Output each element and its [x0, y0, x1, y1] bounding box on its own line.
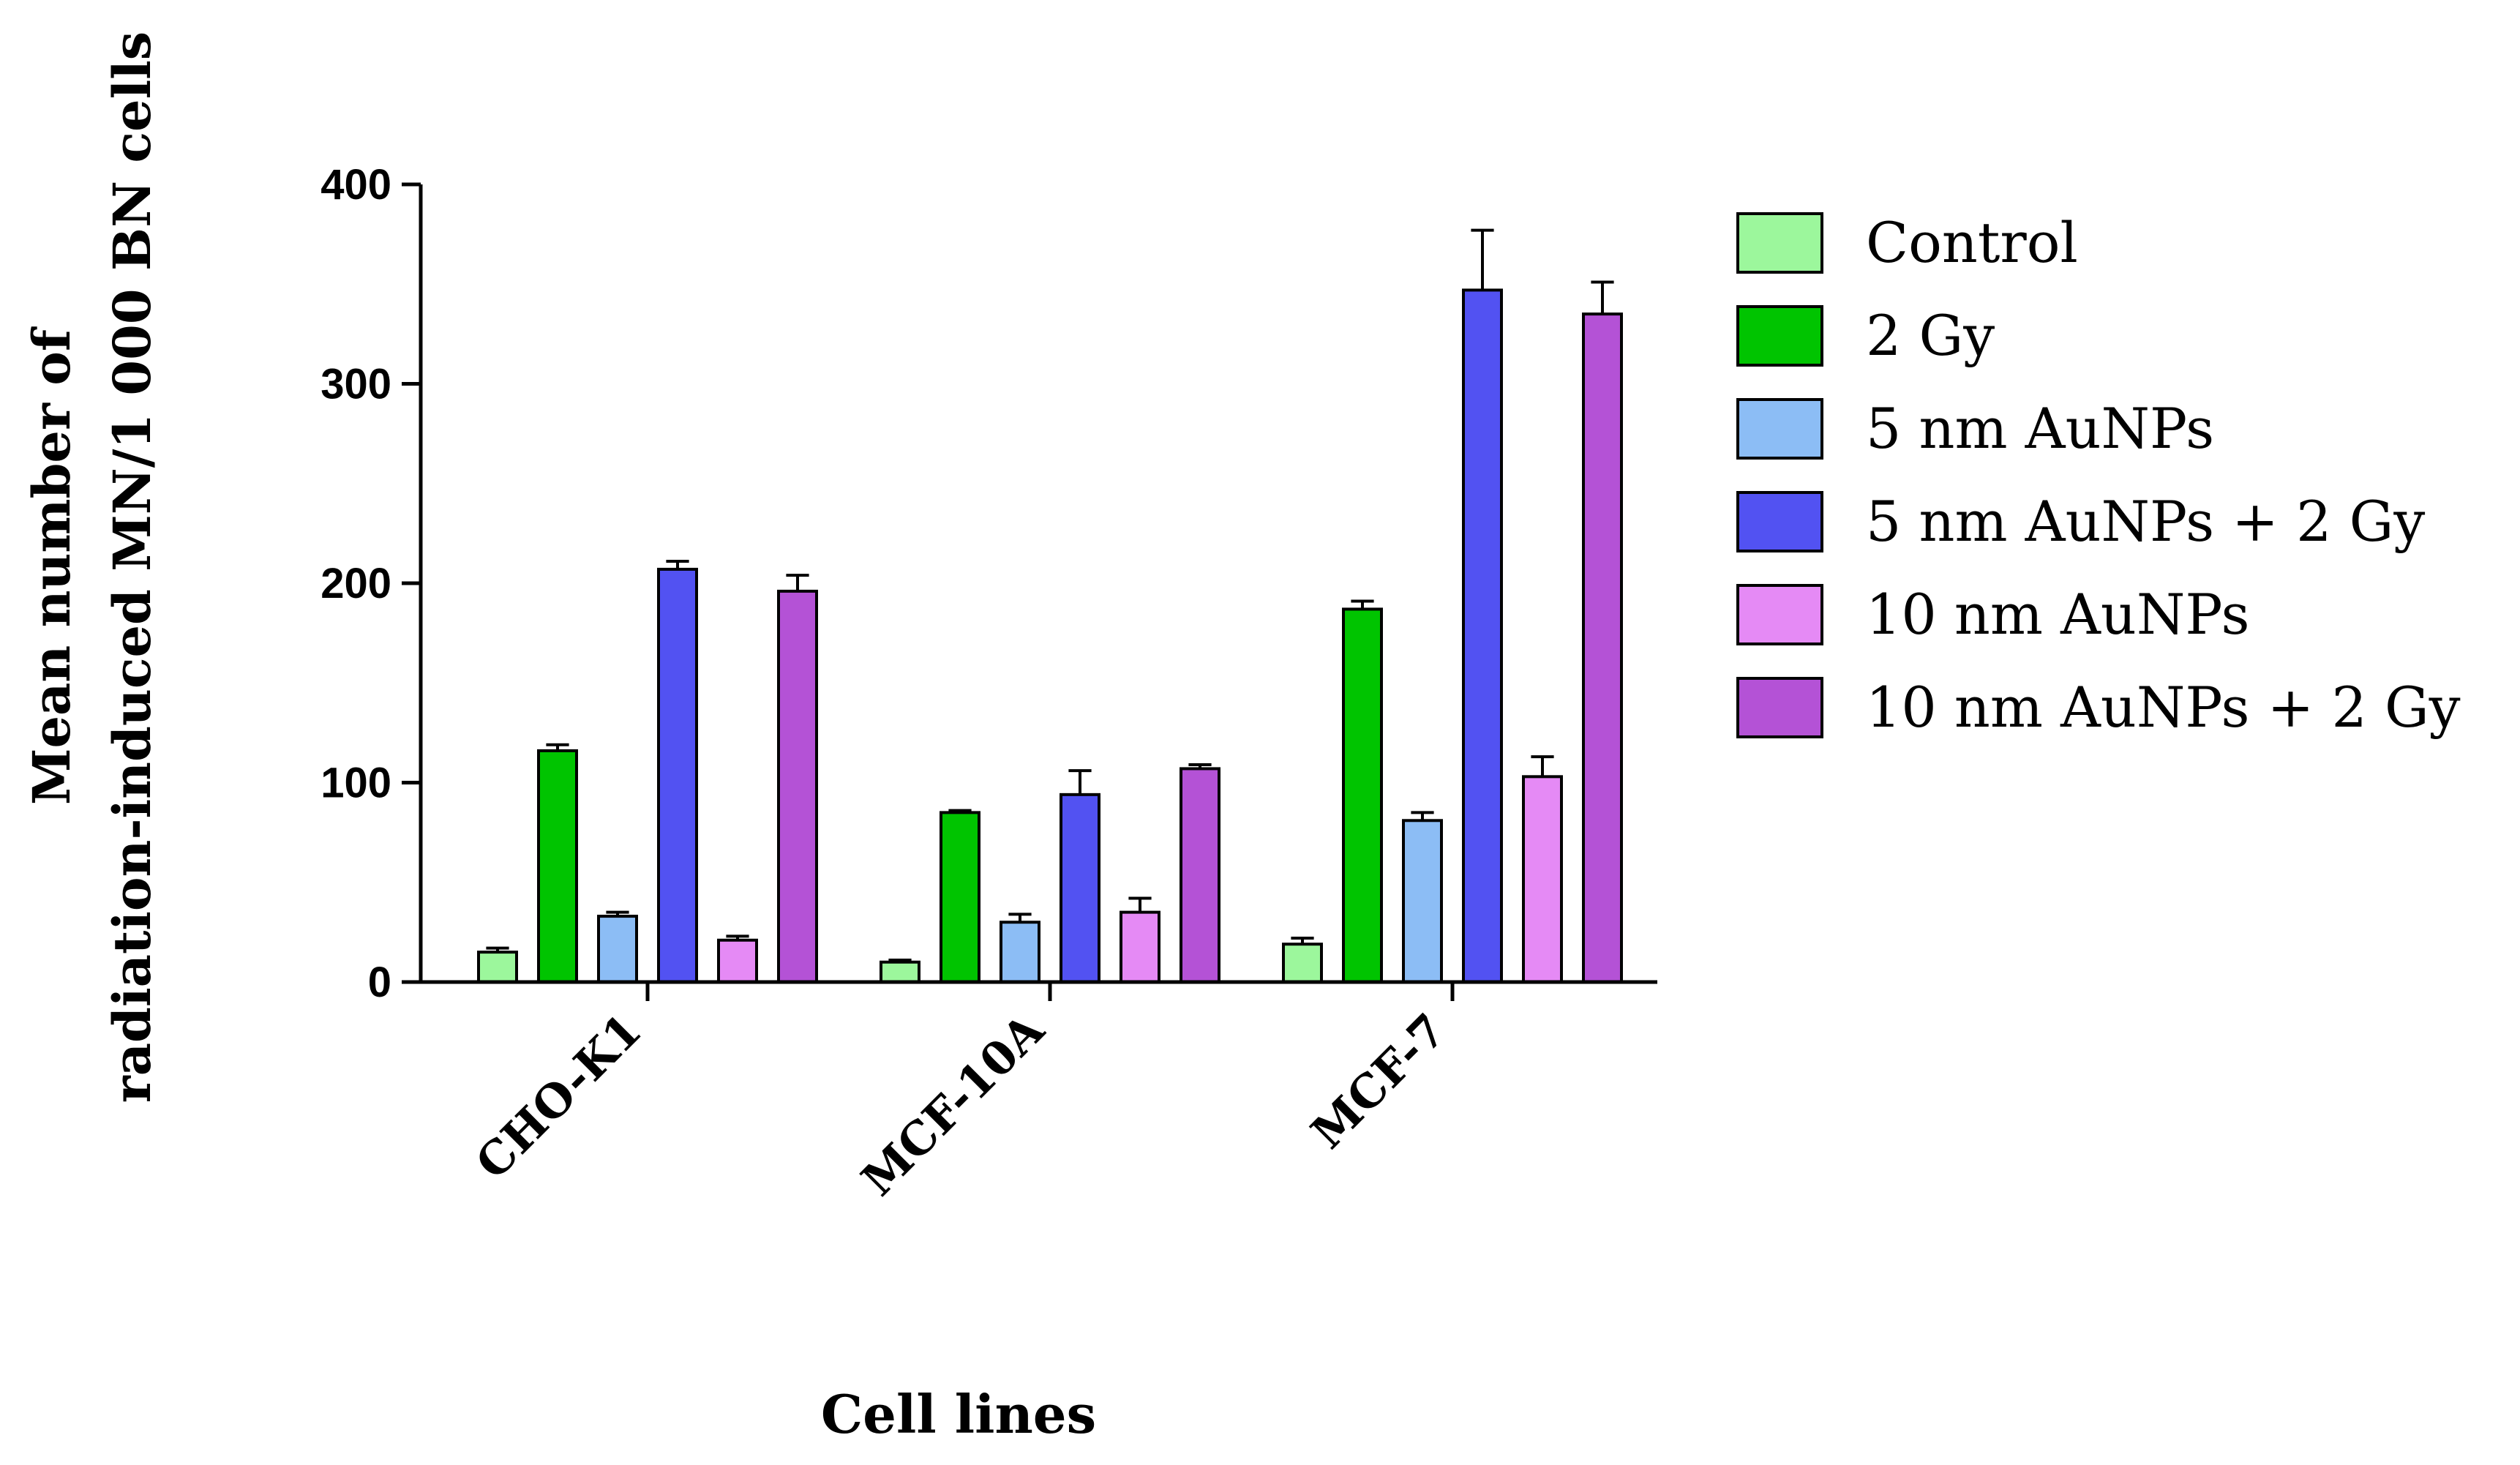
bar-cho-k1-5-nm-aunps	[597, 915, 638, 983]
bar-cho-k1-10-nm-aunps-2-gy	[777, 589, 818, 983]
y-tick-label-100: 100	[320, 760, 391, 807]
bar-cho-k1-control	[477, 951, 518, 983]
bar-mcf-10a-10-nm-aunps	[1120, 910, 1160, 983]
y-axis-title-line-2: radiation-induced MN/1 000 BN cells	[102, 31, 162, 1103]
x-axis-title: Cell lines	[821, 1383, 1096, 1445]
y-axis-title-line-1: Mean number of	[21, 326, 82, 805]
legend-label-5-nm-aunps-2-gy: 5 nm AuNPs + 2 Gy	[1866, 489, 2425, 554]
legend-swatch-2-gy	[1736, 305, 1823, 367]
bar-mcf-7-10-nm-aunps-2-gy	[1582, 312, 1623, 983]
category-label-mcf-10a: MCF-10A	[851, 1003, 1054, 1206]
y-tick-label-200: 200	[320, 560, 391, 607]
y-tick-label-0: 0	[368, 959, 391, 1006]
legend-swatch-10-nm-aunps-2-gy	[1736, 677, 1823, 738]
legend-swatch-5-nm-aunps-2-gy	[1736, 491, 1823, 552]
axes-layer	[402, 182, 1657, 1001]
category-label-mcf-7: MCF-7	[1301, 1003, 1457, 1159]
legend-label-control: Control	[1866, 210, 2078, 275]
bar-mcf-7-control	[1282, 943, 1323, 983]
bar-mcf-10a-10-nm-aunps-2-gy	[1180, 767, 1220, 984]
y-tick-label-300: 300	[320, 361, 391, 408]
bar-mcf-10a-control	[880, 960, 920, 983]
bars-layer	[477, 228, 1623, 984]
bar-mcf-7-2-gy	[1342, 607, 1383, 983]
bar-mcf-7-10-nm-aunps	[1522, 775, 1563, 983]
legend-swatch-10-nm-aunps	[1736, 584, 1823, 645]
labels-layer: 0 100 200 300 400 CHO-K1 MCF-10A MCF-7 Cell line…	[21, 31, 1457, 1445]
category-label-cho-k1: CHO-K1	[465, 1003, 652, 1190]
bar-mcf-10a-5-nm-aunps	[1000, 921, 1040, 983]
legend-label-5-nm-aunps: 5 nm AuNPs	[1866, 396, 2214, 461]
bar-mcf-7-5-nm-aunps-2-gy	[1462, 288, 1503, 983]
bar-mcf-10a-5-nm-aunps-2-gy	[1060, 793, 1100, 983]
y-tick-label-400: 400	[320, 161, 391, 209]
legend-label-2-gy: 2 Gy	[1866, 303, 1995, 368]
bar-cho-k1-2-gy	[537, 749, 578, 984]
bar-mcf-7-5-nm-aunps	[1402, 819, 1443, 984]
legend-swatch-control	[1736, 212, 1823, 274]
bar-mcf-10a-2-gy	[940, 811, 980, 983]
legend-label-10-nm-aunps: 10 nm AuNPs	[1866, 582, 2249, 647]
legend-swatch-5-nm-aunps	[1736, 398, 1823, 460]
bar-cho-k1-10-nm-aunps	[717, 938, 758, 984]
bar-cho-k1-5-nm-aunps-2-gy	[657, 567, 698, 983]
legend: Control 2 Gy 5 nm AuNPs 5 nm AuNPs + 2 Gy 10…	[1736, 210, 2461, 740]
legend-label-10-nm-aunps-2-gy: 10 nm AuNPs + 2 Gy	[1866, 675, 2461, 740]
